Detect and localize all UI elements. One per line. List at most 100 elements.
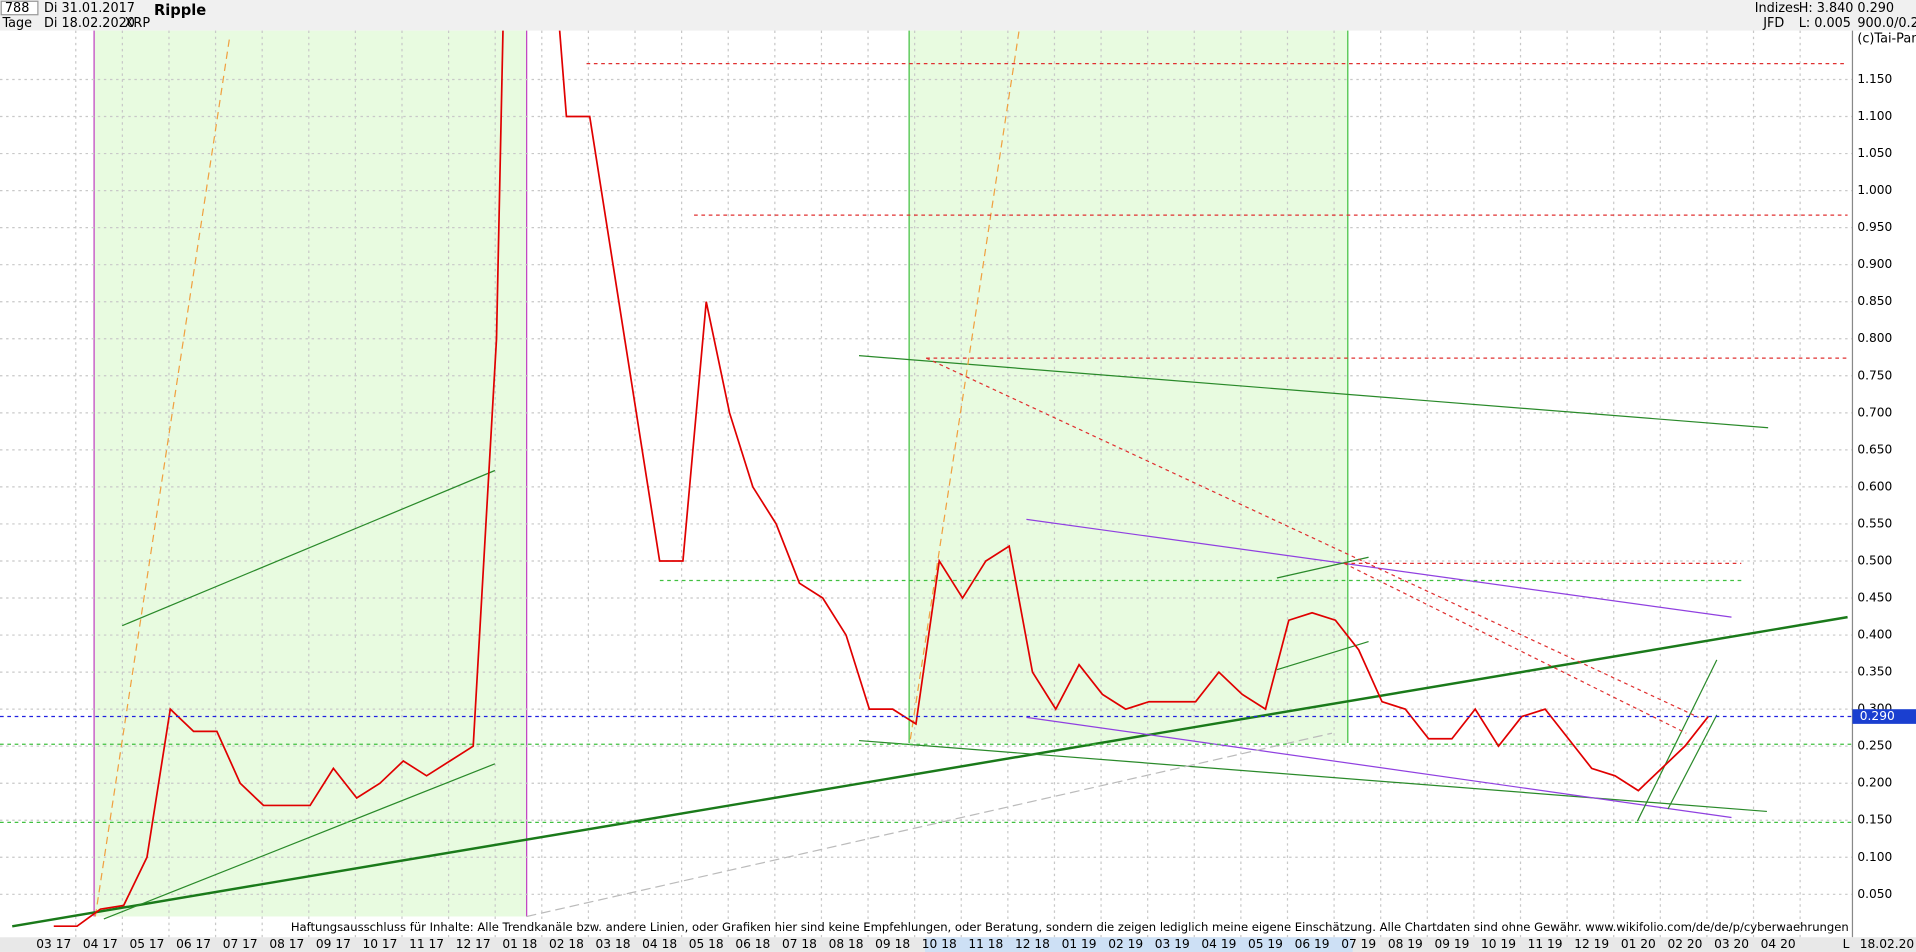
x-tick-label: 07 19: [1341, 937, 1376, 951]
y-tick-label: 1.100: [1857, 109, 1892, 123]
symbol: XRP: [125, 16, 151, 31]
last: 0.290: [1857, 1, 1894, 16]
y-tick-label: 1.150: [1857, 72, 1892, 86]
x-tick-label: 09 19: [1434, 937, 1469, 951]
x-tick-label: 06 17: [176, 937, 211, 951]
fan-line: [909, 30, 1020, 740]
x-axis-highlight: [925, 937, 1353, 952]
x-tick-label: 02 20: [1667, 937, 1702, 951]
y-tick-label: 0.200: [1857, 776, 1892, 790]
trend-line: [12, 615, 1848, 928]
x-tick-label: 10 17: [363, 937, 398, 951]
y-tick-label: 1.050: [1857, 146, 1892, 160]
y-tick-label: 0.800: [1857, 331, 1892, 345]
x-tick-label: 10 19: [1481, 937, 1516, 951]
current-price-label: 0.290: [1860, 709, 1895, 723]
title: Ripple: [154, 2, 206, 19]
trend-line: [858, 355, 1769, 429]
level-line: [925, 357, 1699, 718]
id-box[interactable]: [0, 0, 39, 16]
x-tick-label: 12 17: [456, 937, 491, 951]
trend-line: [1276, 640, 1369, 671]
x-tick-label: 12 19: [1574, 937, 1609, 951]
x-tick-label: 05 19: [1248, 937, 1283, 951]
id: 788: [5, 1, 30, 16]
x-tick-label: 08 18: [829, 937, 864, 951]
x-tick-label: 11 19: [1528, 937, 1563, 951]
x-tick-label: 10 18: [922, 937, 957, 951]
group: Indizes: [1755, 1, 1800, 16]
x-tick-label: 04 18: [642, 937, 677, 951]
y-tick-label: 0.350: [1857, 665, 1892, 679]
x-tick-label: 12 18: [1015, 937, 1050, 951]
y-tick-label: 0.950: [1857, 220, 1892, 234]
period[interactable]: Tage: [1, 16, 32, 31]
x-tick-label: 03 20: [1714, 937, 1749, 951]
end-date: 18.02.20: [1860, 937, 1914, 951]
y-tick-label: 0.900: [1857, 257, 1892, 271]
level-line: [1343, 562, 1687, 734]
x-tick-label: 04 20: [1761, 937, 1796, 951]
x-tick-label: 06 18: [735, 937, 770, 951]
x-tick-label: 11 18: [968, 937, 1003, 951]
x-tick-label: 02 19: [1108, 937, 1143, 951]
scale-mode[interactable]: L: [1843, 937, 1850, 951]
x-tick-label: 05 18: [689, 937, 724, 951]
disclaimer: Haftungsausschluss für Inhalte: Alle Tre…: [291, 920, 1849, 934]
y-tick-label: 0.700: [1857, 405, 1892, 419]
y-tick-label: 1.000: [1857, 183, 1892, 197]
y-tick-label: 0.650: [1857, 442, 1892, 456]
x-tick-label: 09 18: [875, 937, 910, 951]
x-tick-label: 04 17: [83, 937, 118, 951]
high: H: 3.840: [1799, 1, 1854, 16]
x-tick-label: 03 19: [1155, 937, 1190, 951]
y-tick-label: 0.600: [1857, 479, 1892, 493]
header-bar: [0, 0, 1916, 31]
y-tick-label: 0.400: [1857, 628, 1892, 642]
x-tick-label: 08 19: [1388, 937, 1423, 951]
low: L: 0.005: [1799, 16, 1851, 31]
y-tick-label: 0.050: [1857, 887, 1892, 901]
y-tick-label: 0.450: [1857, 591, 1892, 605]
trend-lines: [0, 30, 1853, 928]
trend-line: [1276, 556, 1369, 579]
fan-line: [526, 732, 1333, 918]
y-tick-label: 0.550: [1857, 516, 1892, 530]
x-tick-label: 03 17: [36, 937, 71, 951]
zone: [94, 30, 527, 917]
x-tick-label: 07 18: [782, 937, 817, 951]
x-tick-label: 07 17: [223, 937, 258, 951]
trend-line: [121, 469, 496, 627]
current-price-box: [1852, 709, 1916, 724]
trend-line: [1026, 716, 1732, 819]
y-tick-label: 0.250: [1857, 739, 1892, 753]
y-tick-label: 0.150: [1857, 813, 1892, 827]
y-tick-label: 0.500: [1857, 553, 1892, 567]
fan-line: [94, 36, 231, 917]
y-tick-label: 0.850: [1857, 294, 1892, 308]
x-tick-label: 03 18: [596, 937, 631, 951]
trend-line: [1667, 714, 1718, 810]
source: JFD: [1762, 16, 1784, 31]
x-tick-label: 11 17: [409, 937, 444, 951]
trend-line: [1636, 659, 1718, 822]
date-from: Di 31.01.2017: [44, 1, 135, 16]
footer-bg: [288, 918, 1745, 935]
x-tick-label: 01 18: [502, 937, 537, 951]
y-tick-label: 0.750: [1857, 368, 1892, 382]
extra: 900.0/0.26: [1857, 16, 1916, 31]
x-tick-label: 09 17: [316, 937, 351, 951]
date-to: Di 18.02.2020: [44, 16, 135, 31]
x-tick-label: 01 19: [1062, 937, 1097, 951]
x-tick-label: 08 17: [269, 937, 304, 951]
x-tick-label: 02 18: [549, 937, 584, 951]
trend-line: [858, 739, 1767, 813]
trend-line: [103, 763, 496, 920]
x-tick-label: 01 20: [1621, 937, 1656, 951]
x-tick-label: 04 19: [1201, 937, 1236, 951]
copyright: (c)Tai-Pan: [1857, 32, 1916, 47]
x-tick-label: 06 19: [1295, 937, 1330, 951]
price-line: [53, 30, 1709, 928]
zone: [909, 30, 1348, 743]
